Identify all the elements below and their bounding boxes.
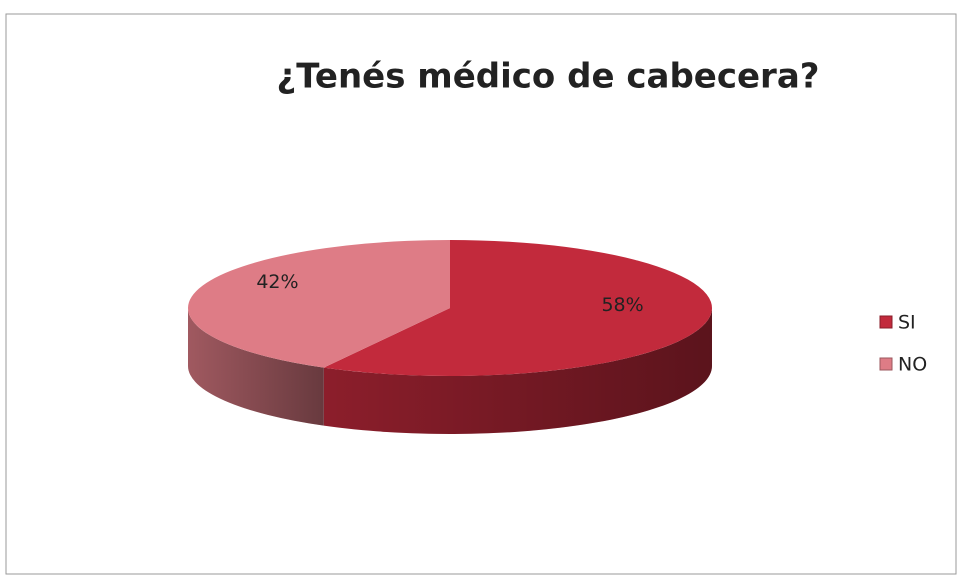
legend: SI NO [879,312,927,376]
pie: 58% 42% [187,240,712,434]
chart-title: ¿Tenés médico de cabecera? [276,57,819,97]
data-label: 58% [601,294,643,316]
pie-slice [323,240,712,377]
pie-side-shade [323,308,712,434]
pie-slice [187,240,451,368]
legend-label: SI [898,312,916,334]
legend-label: NO [898,354,927,376]
legend-swatch [879,357,893,371]
legend-swatch [879,315,893,329]
pie-side-shade [188,308,324,426]
data-label: 42% [256,271,298,293]
